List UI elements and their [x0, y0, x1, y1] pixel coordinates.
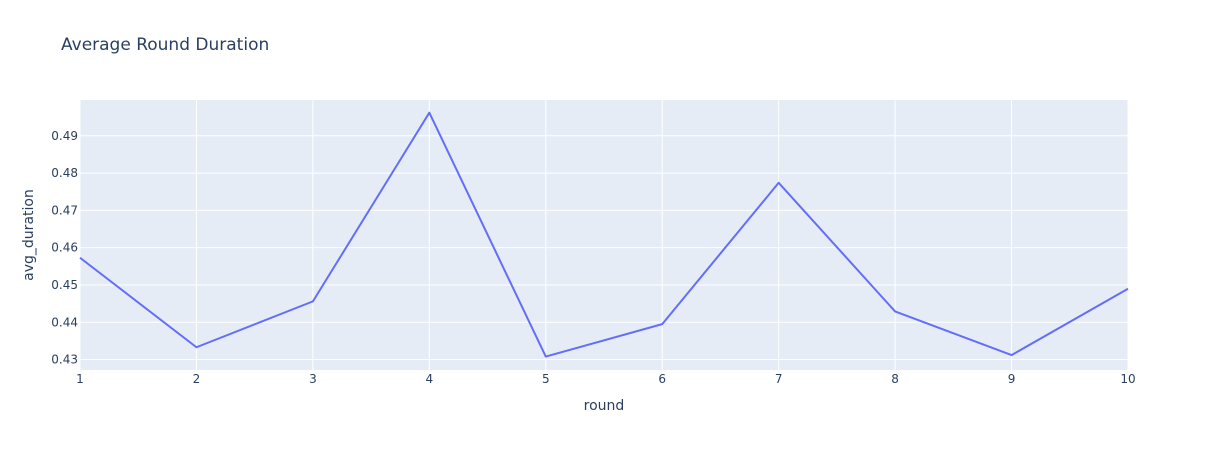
x-tick-label: 4 [426, 372, 434, 386]
data-point[interactable] [543, 354, 549, 360]
y-tick-label: 0.48 [51, 166, 78, 180]
series-line [79, 111, 1129, 358]
series-layer [77, 110, 1131, 360]
x-axis-title: round [584, 398, 625, 414]
data-point[interactable] [1125, 286, 1131, 292]
x-tick-label: 10 [1120, 372, 1135, 386]
grid-lines [79, 100, 1129, 370]
x-tick-label: 7 [775, 372, 783, 386]
y-axis-ticks: 0.43 0.44 0.45 0.46 0.47 0.48 0.49 [51, 129, 78, 367]
data-point[interactable] [776, 180, 782, 186]
x-tick-label: 3 [309, 372, 317, 386]
data-point[interactable] [659, 321, 665, 327]
y-tick-label: 0.45 [51, 278, 78, 292]
data-point[interactable] [426, 110, 432, 116]
x-tick-label: 8 [891, 372, 899, 386]
y-tick-label: 0.49 [51, 129, 78, 143]
y-tick-label: 0.43 [51, 353, 78, 367]
data-point[interactable] [193, 344, 199, 350]
chart-title: Average Round Duration [61, 35, 269, 55]
data-point[interactable] [77, 255, 83, 261]
data-point[interactable] [1009, 352, 1015, 358]
x-tick-label: 2 [193, 372, 201, 386]
x-tick-label: 6 [658, 372, 666, 386]
y-tick-label: 0.46 [51, 241, 78, 255]
x-tick-label: 1 [76, 372, 84, 386]
x-axis-ticks: 1 2 3 4 5 6 7 8 9 10 [76, 372, 1135, 386]
y-tick-label: 0.44 [51, 315, 78, 329]
plot-area [80, 100, 1128, 370]
y-axis-title: avg_duration [21, 189, 37, 281]
x-tick-label: 9 [1008, 372, 1016, 386]
data-point[interactable] [892, 308, 898, 314]
data-point[interactable] [310, 298, 316, 304]
y-tick-label: 0.47 [51, 203, 78, 217]
x-tick-label: 5 [542, 372, 550, 386]
